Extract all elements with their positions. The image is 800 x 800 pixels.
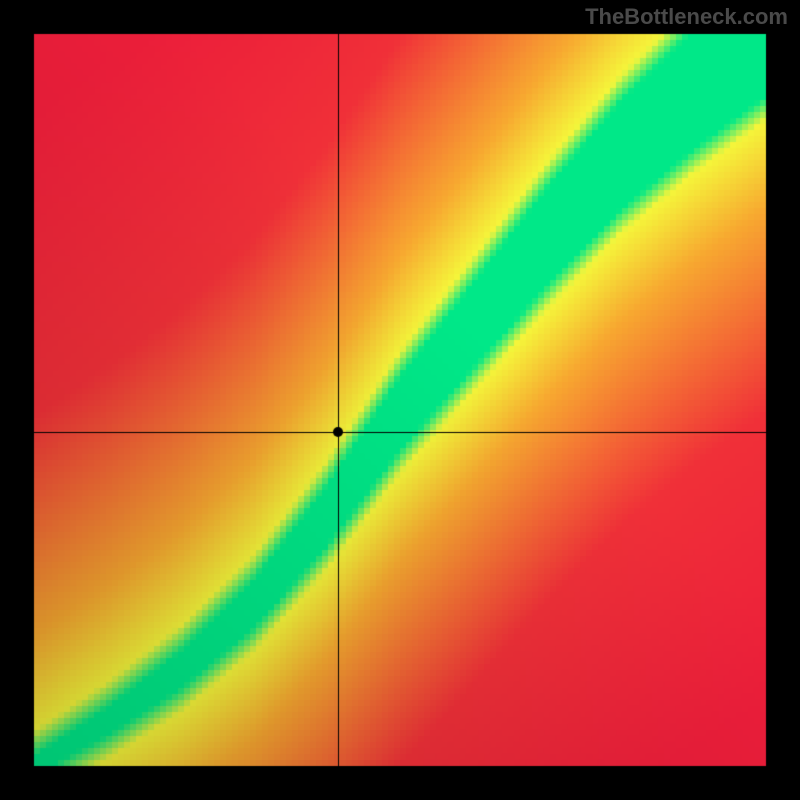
heatmap-canvas: [0, 0, 800, 800]
watermark-text: TheBottleneck.com: [585, 4, 788, 30]
chart-container: TheBottleneck.com: [0, 0, 800, 800]
